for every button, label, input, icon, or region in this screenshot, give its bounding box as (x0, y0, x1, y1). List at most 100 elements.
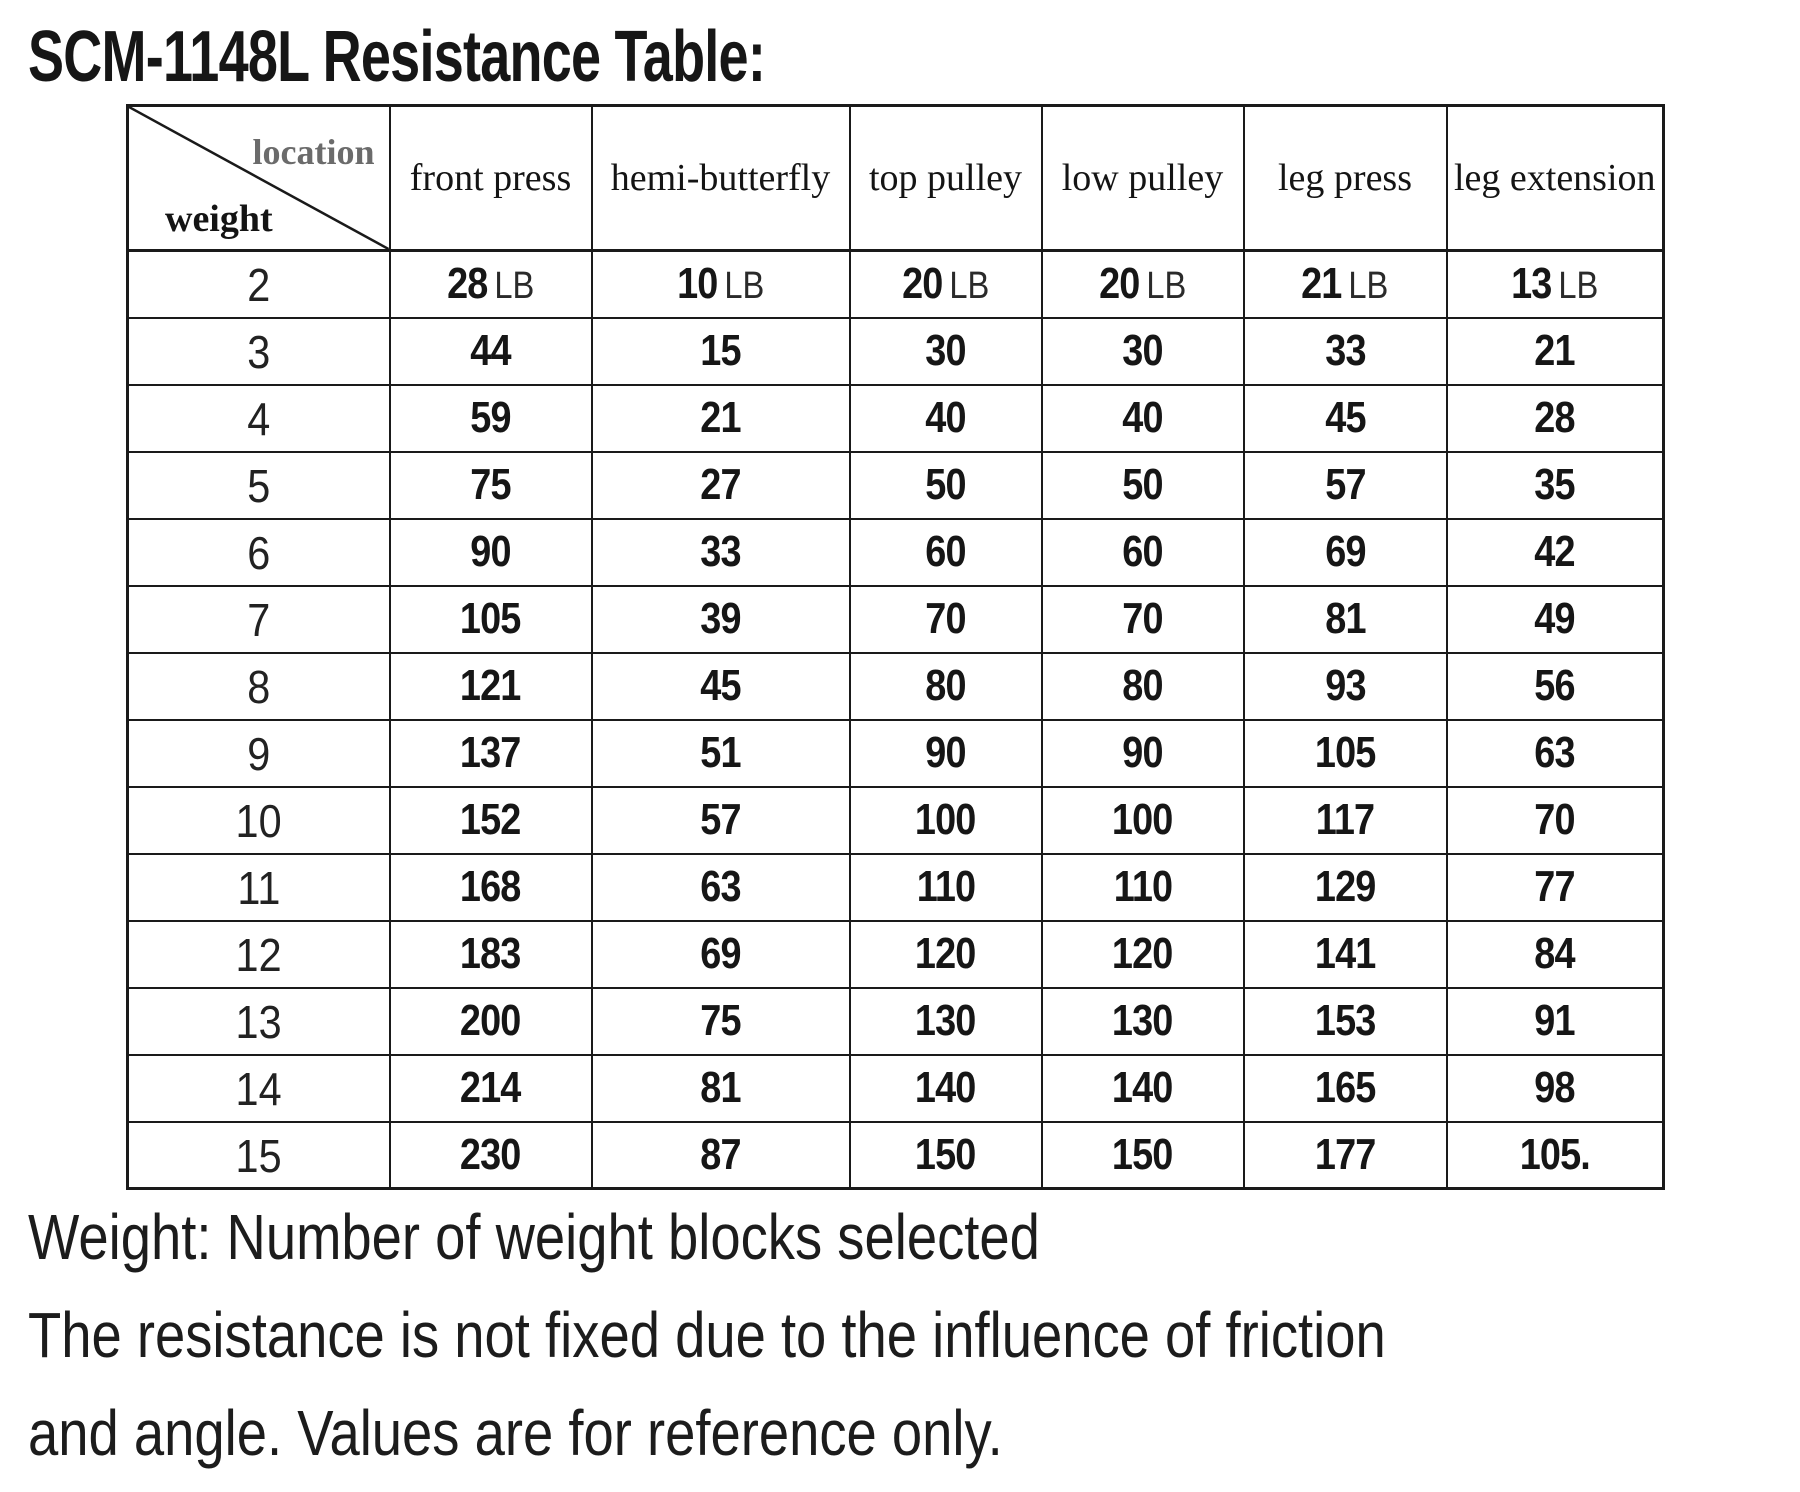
weight-number: 10 (235, 795, 282, 847)
resistance-value: 153 (1314, 996, 1376, 1045)
value-cell: 57 (590, 785, 851, 855)
resistance-value: 105 (1314, 728, 1376, 777)
value-cell: 153 (1242, 986, 1448, 1056)
value-cell: 63 (1445, 718, 1665, 788)
resistance-value: 21 (700, 393, 741, 442)
table-row: 8 121 45 80 80 93 56 (126, 651, 1665, 721)
corner-label-weight: weight (165, 198, 273, 240)
resistance-value: 57 (1324, 460, 1366, 509)
unit-label: LB (494, 265, 535, 308)
resistance-value: 33 (1324, 326, 1366, 375)
value-cell: 69 (1242, 517, 1448, 587)
resistance-value: 21 (1534, 326, 1576, 375)
unit-label: LB (1146, 265, 1187, 308)
resistance-value: 49 (1534, 594, 1576, 643)
resistance-value: 110 (916, 862, 975, 911)
weight-number: 12 (235, 929, 282, 981)
value-cell: 44 (388, 316, 593, 386)
value-cell: 105 (388, 584, 593, 654)
column-header-hemi-butterfly: hemi-butterfly (590, 104, 851, 252)
resistance-value: 30 (1122, 326, 1163, 375)
value-cell: 105. (1445, 1120, 1665, 1190)
resistance-value: 51 (700, 728, 741, 777)
value-cell: 140 (848, 1053, 1043, 1123)
resistance-value: 98 (1534, 1063, 1576, 1112)
resistance-value: 183 (460, 929, 521, 978)
resistance-value: 105. (1519, 1129, 1591, 1179)
unit-label: LB (1558, 265, 1599, 308)
value-cell: 45 (1242, 383, 1448, 453)
value-cell: 183 (388, 919, 593, 989)
value-cell: 50 (1040, 450, 1245, 520)
value-cell: 80 (1040, 651, 1245, 721)
weight-number: 14 (235, 1063, 282, 1115)
resistance-value: 20 (1098, 259, 1140, 309)
resistance-value: 77 (1534, 862, 1576, 911)
value-cell: 70 (1445, 785, 1665, 855)
resistance-value: 100 (915, 795, 976, 844)
resistance-value: 141 (1314, 929, 1376, 978)
table-row: 3 44 15 30 30 33 21 (126, 316, 1665, 386)
value-cell: 121 (388, 651, 593, 721)
resistance-value: 30 (925, 326, 966, 375)
resistance-value: 69 (1324, 527, 1366, 576)
value-cell: 93 (1242, 651, 1448, 721)
value-cell: 80 (848, 651, 1043, 721)
value-cell: 75 (590, 986, 851, 1056)
unit-label: LB (724, 265, 765, 308)
value-cell: 120 (1040, 919, 1245, 989)
value-cell: 105 (1242, 718, 1448, 788)
table-row: 12 183 69 120 120 141 84 (126, 919, 1665, 989)
value-cell: 70 (848, 584, 1043, 654)
value-cell: 141 (1242, 919, 1448, 989)
value-cell: 100 (1040, 785, 1245, 855)
resistance-value: 150 (1112, 1129, 1173, 1179)
value-cell: 42 (1445, 517, 1665, 587)
footnote-disclaimer-line2: and angle. Values are for reference only… (28, 1397, 1003, 1469)
table-row: 14 214 81 140 140 165 98 (126, 1053, 1665, 1123)
resistance-value: 70 (1534, 795, 1576, 844)
resistance-value: 60 (1122, 527, 1163, 576)
resistance-value: 13 (1511, 259, 1552, 309)
resistance-value: 177 (1314, 1129, 1376, 1179)
column-header-low-pulley: low pulley (1040, 104, 1245, 252)
resistance-value: 165 (1314, 1063, 1376, 1112)
table-row: 6 90 33 60 60 69 42 (126, 517, 1665, 587)
value-cell: 130 (848, 986, 1043, 1056)
resistance-value: 200 (460, 996, 521, 1045)
resistance-value: 120 (915, 929, 976, 978)
value-cell: 90 (848, 718, 1043, 788)
value-cell: 56 (1445, 651, 1665, 721)
resistance-value: 20 (901, 259, 943, 309)
resistance-value: 63 (700, 862, 741, 911)
value-cell: 21 (590, 383, 851, 453)
value-cell: 45 (590, 651, 851, 721)
value-cell: 84 (1445, 919, 1665, 989)
resistance-value: 117 (1315, 795, 1375, 844)
value-cell: 57 (1242, 450, 1448, 520)
weight-cell: 15 (126, 1120, 391, 1190)
weight-cell: 6 (126, 517, 391, 587)
value-cell: 110 (848, 852, 1043, 922)
value-cell: 10 LB (590, 249, 851, 319)
value-cell: 63 (590, 852, 851, 922)
value-cell: 21 LB (1242, 249, 1448, 319)
resistance-value: 110 (1113, 862, 1172, 911)
page-title: SCM-1148L Resistance Table: (28, 17, 766, 97)
value-cell: 87 (590, 1120, 851, 1190)
weight-cell: 12 (126, 919, 391, 989)
value-cell: 130 (1040, 986, 1245, 1056)
value-cell: 168 (388, 852, 593, 922)
value-cell: 177 (1242, 1120, 1448, 1190)
weight-cell: 8 (126, 651, 391, 721)
weight-number: 11 (237, 862, 281, 914)
weight-number: 9 (247, 728, 271, 780)
value-cell: 81 (1242, 584, 1448, 654)
resistance-value: 39 (700, 594, 741, 643)
table-row: 7 105 39 70 70 81 49 (126, 584, 1665, 654)
resistance-value: 81 (700, 1063, 741, 1112)
resistance-value: 87 (700, 1129, 741, 1179)
value-cell: 59 (388, 383, 593, 453)
weight-number: 8 (247, 661, 271, 713)
table-row: 10 152 57 100 100 117 70 (126, 785, 1665, 855)
